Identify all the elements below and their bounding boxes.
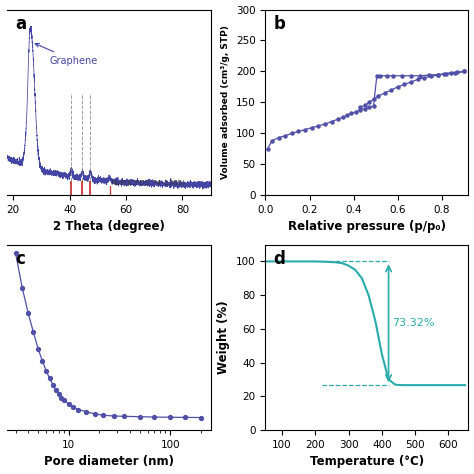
Text: Ni₂P(JCPDS:74-1385): Ni₂P(JCPDS:74-1385) — [110, 179, 185, 186]
X-axis label: Pore diameter (nm): Pore diameter (nm) — [44, 456, 174, 468]
Text: b: b — [273, 15, 285, 33]
Text: a: a — [16, 15, 27, 33]
Y-axis label: Weight (%): Weight (%) — [218, 301, 230, 374]
X-axis label: Relative pressure (p/p₀): Relative pressure (p/p₀) — [288, 220, 446, 233]
Text: 73.32%: 73.32% — [392, 318, 434, 328]
X-axis label: 2 Theta (degree): 2 Theta (degree) — [53, 220, 165, 233]
Text: d: d — [273, 250, 285, 268]
Y-axis label: Volume adsorbed (cm³/g, STP): Volume adsorbed (cm³/g, STP) — [221, 26, 230, 179]
Text: c: c — [16, 250, 26, 268]
Text: Graphene: Graphene — [35, 44, 98, 65]
X-axis label: Temperature (°C): Temperature (°C) — [310, 456, 424, 468]
